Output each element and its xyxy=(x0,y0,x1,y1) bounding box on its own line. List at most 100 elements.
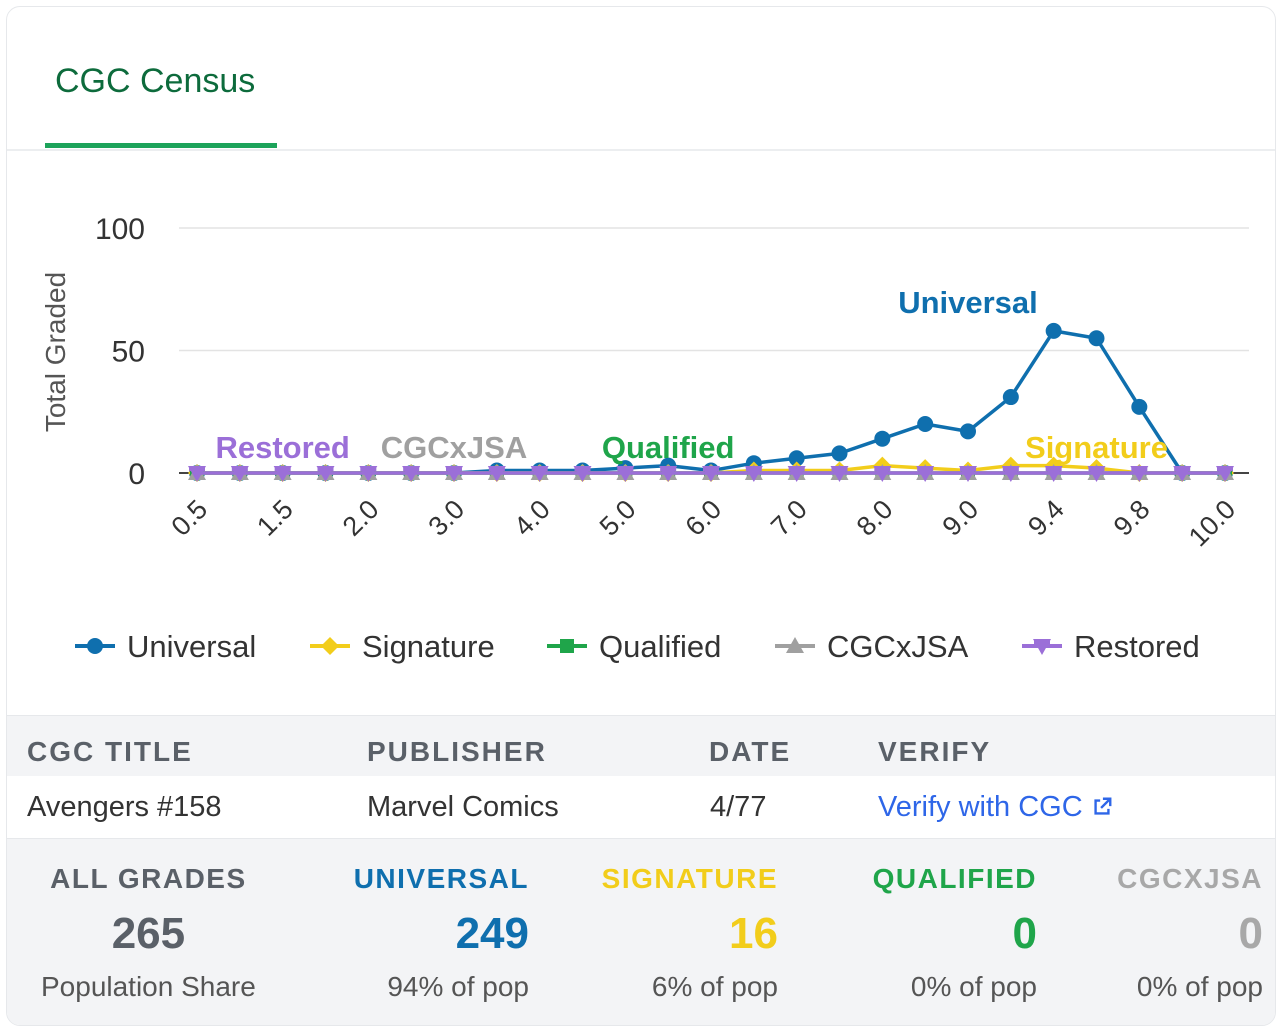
point-universal xyxy=(831,445,848,462)
stat-qualified: QUALIFIED 0 0% of pop xyxy=(873,863,1037,1003)
legend-item-cgcxjsa[interactable]: CGCxJSA xyxy=(775,629,969,664)
x-tick-label: 9.0 xyxy=(936,494,984,542)
annotation-signature: Signature xyxy=(1025,430,1168,465)
annotation-universal: Universal xyxy=(898,285,1038,320)
x-tick-label: 8.0 xyxy=(851,494,899,542)
active-tab-indicator xyxy=(45,143,277,148)
census-card: CGC Census 0 50 100 Total Graded 0.5 1.5 2.0 3.… xyxy=(6,6,1276,1026)
stat-value: 0 xyxy=(1012,909,1037,958)
table-row: Avengers #158 Marvel Comics 4/77 Verify … xyxy=(7,776,1275,839)
point-universal xyxy=(874,430,891,447)
point-restored xyxy=(1044,466,1063,482)
point-restored xyxy=(402,466,421,482)
legend-marker xyxy=(560,639,574,653)
annotation-qualified: Qualified xyxy=(602,430,735,465)
stat-universal: UNIVERSAL 249 94% of pop xyxy=(354,863,529,1003)
legend-label: Qualified xyxy=(599,629,721,664)
legend-item-signature[interactable]: Signature xyxy=(310,629,495,664)
point-restored xyxy=(359,466,378,482)
annotation-restored: Restored xyxy=(215,430,349,465)
legend-label: Signature xyxy=(362,629,495,664)
cell-title: Avengers #158 xyxy=(27,791,222,823)
legend-label: Universal xyxy=(127,629,256,664)
x-tick-label: 0.5 xyxy=(165,494,213,542)
stat-value: 265 xyxy=(111,909,186,958)
tab-bar: CGC Census xyxy=(7,7,1275,151)
point-restored xyxy=(1216,466,1234,482)
population-stats: ALL GRADES 265 Population Share UNIVERSAL 24… xyxy=(7,839,1275,1025)
legend-item-restored[interactable]: Restored xyxy=(1022,629,1200,664)
point-restored xyxy=(1087,466,1106,482)
stat-label: CGCXJSA xyxy=(1117,863,1263,894)
point-restored xyxy=(744,466,763,482)
stat-value: 0 xyxy=(1238,909,1263,958)
stat-cgcxjsa: CGCXJSA 0 0% of pop xyxy=(1117,863,1263,1003)
stat-share: 0% of pop xyxy=(1136,971,1263,1002)
point-restored xyxy=(188,466,206,482)
stat-share: 94% of pop xyxy=(387,971,529,1002)
stat-all-grades: ALL GRADES 265 Population Share xyxy=(41,863,256,1003)
point-restored xyxy=(659,466,678,482)
stat-share: 6% of pop xyxy=(651,971,778,1002)
point-restored xyxy=(787,466,806,482)
x-tick-label: 9.4 xyxy=(1022,494,1070,542)
point-universal xyxy=(1088,330,1105,347)
point-restored xyxy=(916,466,935,482)
x-tick-label: 4.0 xyxy=(508,494,556,542)
y-tick-label: 50 xyxy=(112,336,145,369)
legend-marker xyxy=(321,637,339,655)
point-universal xyxy=(1002,389,1019,406)
point-restored xyxy=(445,466,463,482)
stat-value: 16 xyxy=(729,909,778,958)
point-restored xyxy=(1130,466,1149,482)
legend-label: Restored xyxy=(1074,629,1200,664)
y-axis-label: Total Graded xyxy=(40,272,71,432)
legend-item-universal[interactable]: Universal xyxy=(75,629,256,664)
point-restored xyxy=(1001,466,1020,482)
stat-share: Population Share xyxy=(41,971,256,1002)
point-restored xyxy=(830,466,849,482)
external-link-icon[interactable] xyxy=(1091,796,1113,818)
y-tick-label: 0 xyxy=(128,458,145,491)
legend-item-qualified[interactable]: Qualified xyxy=(547,629,721,664)
legend-marker xyxy=(87,638,103,654)
point-restored xyxy=(273,466,292,482)
header-cgc-title: CGC TITLE xyxy=(27,736,193,767)
point-restored xyxy=(573,466,592,482)
x-tick-label: 3.0 xyxy=(422,494,470,542)
tab-cgc-census[interactable]: CGC Census xyxy=(55,62,256,100)
stat-signature: SIGNATURE 16 6% of pop xyxy=(602,863,778,1003)
stat-label: QUALIFIED xyxy=(872,863,1037,894)
header-publisher: PUBLISHER xyxy=(367,736,547,767)
point-restored xyxy=(616,466,635,482)
stat-label: ALL GRADES xyxy=(50,863,247,894)
x-tick-label: 9.8 xyxy=(1108,494,1156,542)
point-restored xyxy=(702,466,720,482)
table-header: CGC TITLE PUBLISHER DATE VERIFY xyxy=(7,715,1275,777)
header-verify: VERIFY xyxy=(878,736,992,767)
verify-with-cgc-link[interactable]: Verify with CGC xyxy=(878,791,1113,824)
point-restored xyxy=(873,466,892,482)
point-restored xyxy=(1173,466,1192,482)
y-tick-label: 100 xyxy=(95,213,145,246)
point-universal xyxy=(1131,398,1148,415)
census-line-chart: 0 50 100 Total Graded 0.5 1.5 2.0 3.0 4.0 5.0 6.0 7… xyxy=(40,213,1249,664)
x-tick-label: 6.0 xyxy=(679,494,727,542)
x-tick-label: 7.0 xyxy=(765,494,813,542)
point-restored xyxy=(230,466,249,482)
x-tick-label: 2.0 xyxy=(337,494,385,542)
verify-link-text[interactable]: Verify with CGC xyxy=(878,791,1083,823)
stat-value: 249 xyxy=(455,909,529,958)
point-universal xyxy=(788,450,805,467)
point-universal xyxy=(917,416,934,432)
annotation-cgcxjsa: CGCxJSA xyxy=(381,430,527,465)
legend-marker xyxy=(1033,639,1051,655)
cell-date: 4/77 xyxy=(710,791,767,823)
cell-publisher: Marvel Comics xyxy=(367,791,559,823)
stat-label: UNIVERSAL xyxy=(353,863,529,894)
stat-share: 0% of pop xyxy=(910,971,1037,1002)
point-universal xyxy=(1045,322,1062,339)
point-universal xyxy=(960,423,976,440)
point-restored xyxy=(530,466,549,482)
x-tick-label: 1.5 xyxy=(251,494,299,542)
